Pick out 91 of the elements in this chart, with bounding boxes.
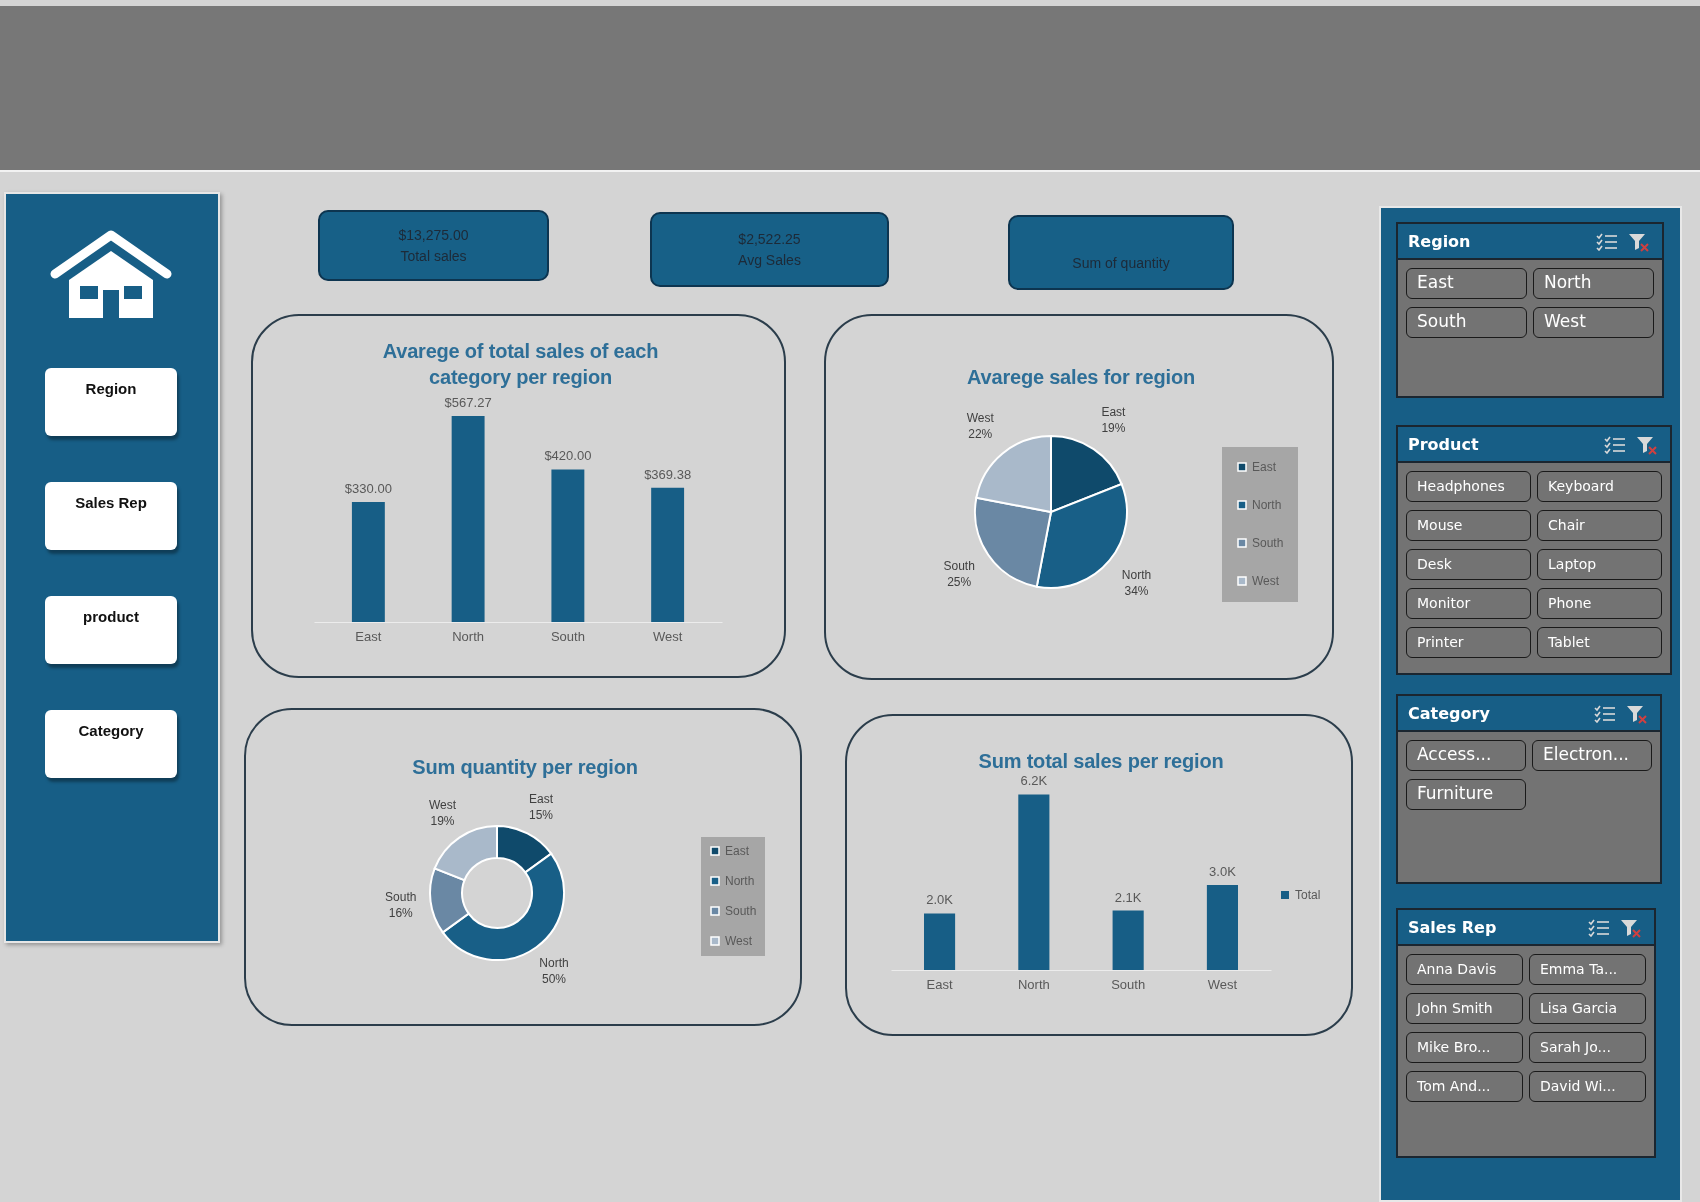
data-label: 25% (947, 575, 972, 590)
button: Printer (1406, 627, 1531, 658)
slice-label: North (1121, 567, 1152, 582)
slice-label: West (966, 411, 995, 426)
button: Tablet (1537, 627, 1662, 658)
button: David Wi... (1529, 1071, 1646, 1102)
button: Category (45, 710, 177, 778)
data-label: 19% (430, 813, 455, 828)
slice-label: South (943, 559, 975, 574)
data-label: 2.1K (1114, 889, 1142, 905)
data-label: 2.0K (926, 892, 954, 908)
data-label: $567.27 (444, 394, 492, 410)
button: Monitor (1406, 588, 1531, 619)
legend-label: North (725, 874, 755, 888)
button: Sarah Jo... (1529, 1032, 1646, 1063)
button: Phone (1537, 588, 1662, 619)
button: Mouse (1406, 510, 1531, 541)
text: Sum of quantity (1072, 254, 1170, 273)
slice-label: South (385, 890, 417, 905)
button: Laptop (1537, 549, 1662, 580)
text: Avg Sales (738, 250, 801, 270)
bar (651, 487, 685, 622)
bar (551, 469, 585, 622)
legend-label: East (1252, 460, 1277, 474)
button: Anna Davis (1406, 954, 1523, 985)
data-label: $330.00 (344, 481, 392, 497)
button: Emma Ta... (1529, 954, 1646, 985)
data-label: 22% (968, 427, 993, 442)
button: Sales Rep (45, 482, 177, 550)
slice-label: East (1101, 405, 1127, 420)
x-tick-label: North (1017, 976, 1050, 992)
text: Category (1408, 704, 1490, 723)
x-tick-label: North (452, 628, 485, 644)
x-tick-label: South (1111, 976, 1146, 992)
text: Region (1408, 232, 1471, 251)
button: South (1406, 307, 1527, 338)
button: Tom And... (1406, 1071, 1523, 1102)
data-label: 50% (542, 972, 567, 987)
button: East (1406, 268, 1527, 299)
bar (451, 415, 485, 622)
data-label: $420.00 (544, 448, 592, 464)
data-label: 16% (388, 906, 414, 921)
bar (924, 913, 956, 970)
chart-title: Avarege sales for region (967, 366, 1195, 388)
button: John Smith (1406, 993, 1523, 1024)
data-label: 34% (1124, 583, 1149, 598)
slice-label: North (539, 956, 569, 971)
x-tick-label: West (652, 628, 683, 644)
button: product (45, 596, 177, 664)
button: Region (45, 368, 177, 436)
button: West (1533, 307, 1654, 338)
data-label: 19% (1101, 421, 1126, 436)
x-tick-label: East (926, 976, 953, 992)
data-label: 6.2K (1020, 773, 1048, 789)
data-label: 3.0K (1209, 864, 1237, 880)
text: Product (1408, 435, 1479, 454)
slice-label: East (529, 791, 554, 806)
data-label: 15% (529, 807, 554, 822)
legend-label: South (1252, 536, 1284, 550)
legend-label: West (1252, 574, 1280, 588)
legend-label: East (725, 844, 750, 858)
x-tick-label: East (355, 628, 382, 644)
legend-label: North (1252, 498, 1282, 512)
text: Total sales (400, 246, 467, 266)
bar (351, 502, 385, 622)
slice-label: West (428, 797, 457, 812)
chart-title: Avarege of total sales of each category per region (382, 340, 659, 388)
x-tick-label: South (550, 628, 585, 644)
bar (1018, 794, 1050, 970)
button: Furniture (1406, 779, 1526, 810)
x-tick-label: West (1207, 976, 1238, 992)
button: Mike Bro... (1406, 1032, 1523, 1063)
bar (1206, 885, 1238, 970)
legend-label: West (725, 934, 753, 948)
button: Desk (1406, 549, 1531, 580)
button: Keyboard (1537, 471, 1662, 502)
text: $2,522.25 (738, 229, 801, 249)
button: Electron... (1532, 740, 1652, 771)
button: Headphones (1406, 471, 1531, 502)
legend-label: South (725, 904, 757, 918)
button: Lisa Garcia (1529, 993, 1646, 1024)
data-label: $369.38 (644, 466, 692, 482)
bar (1112, 910, 1144, 970)
legend-label: Total (1295, 888, 1321, 902)
button: Access... (1406, 740, 1526, 771)
chart-title: Sum total sales per region (978, 750, 1224, 772)
text: $13,275.00 (398, 225, 469, 245)
button: North (1533, 268, 1654, 299)
chart-title: Sum quantity per region (412, 756, 638, 778)
button: Chair (1537, 510, 1662, 541)
text: Sales Rep (1408, 918, 1497, 937)
